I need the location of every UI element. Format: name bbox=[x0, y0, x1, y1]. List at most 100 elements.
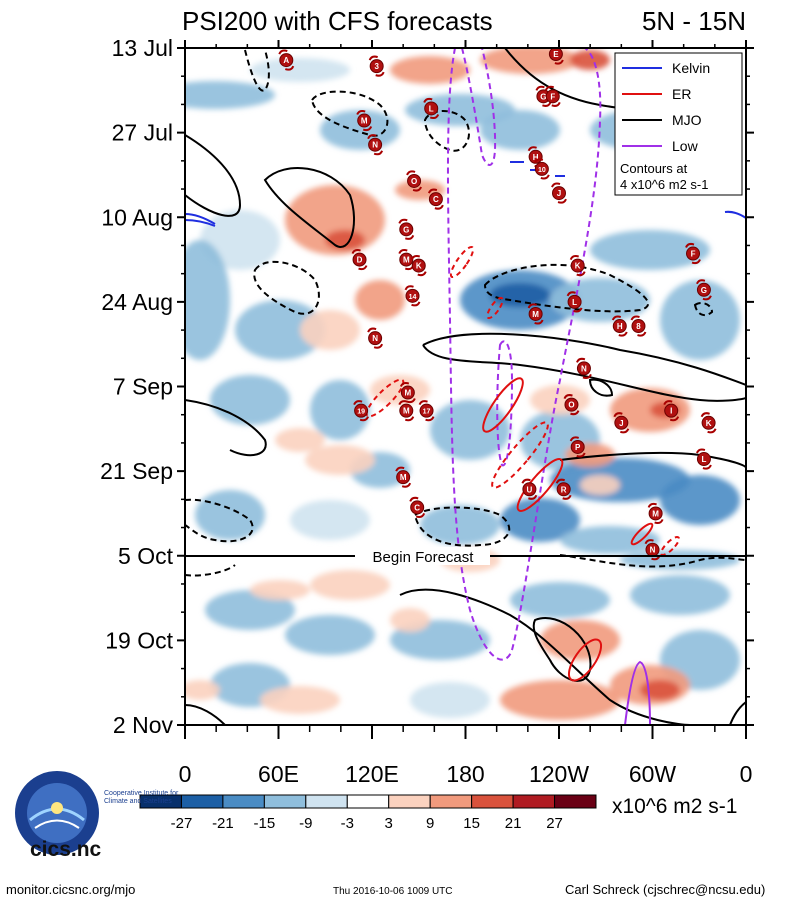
logo-text: cics.nc bbox=[30, 838, 102, 861]
colorbar-tick-label: 15 bbox=[463, 815, 480, 832]
colorbar-tick-label: -15 bbox=[254, 815, 276, 832]
storm-label: L bbox=[701, 455, 706, 464]
kelvin-contours bbox=[185, 161, 746, 227]
storm-marker: M bbox=[527, 303, 544, 325]
storm-marker: L bbox=[695, 448, 712, 470]
colorbar-tick-label: -3 bbox=[341, 815, 354, 832]
colorbar-tick-label: 27 bbox=[546, 815, 563, 832]
mjo-contours-positive bbox=[185, 48, 746, 725]
storm-label: K bbox=[416, 262, 422, 271]
storm-marker: R bbox=[555, 478, 572, 500]
storm-marker: C bbox=[409, 496, 426, 518]
storm-label: M bbox=[532, 310, 539, 319]
storm-marker: N bbox=[367, 327, 384, 349]
y-tick-label: 27 Jul bbox=[112, 120, 173, 146]
er-contours-positive bbox=[482, 377, 654, 682]
storm-label: 14 bbox=[409, 294, 417, 301]
y-tick-label: 19 Oct bbox=[105, 627, 173, 653]
storm-marker: N bbox=[367, 134, 384, 156]
storm-marker: U bbox=[521, 478, 538, 500]
storm-label: G bbox=[403, 225, 409, 234]
colorbar-swatch bbox=[346, 794, 390, 809]
legend: Kelvin ER MJO Low Contours at 4 x10^6 m2 s-… bbox=[614, 52, 743, 196]
footer-url[interactable]: monitor.cicsnc.org/mjo bbox=[6, 882, 136, 897]
x-tick-label: 0 bbox=[179, 761, 192, 787]
storm-label: C bbox=[414, 503, 420, 512]
storm-marker: O bbox=[563, 394, 580, 416]
storm-label: G bbox=[701, 286, 707, 295]
storm-label: L bbox=[572, 298, 577, 307]
colorbar-swatch bbox=[554, 794, 597, 809]
x-tick-label: 0 bbox=[740, 761, 753, 787]
storm-label: M bbox=[400, 473, 407, 482]
storm-label: F bbox=[550, 92, 555, 101]
storm-label: F bbox=[691, 250, 696, 259]
storm-marker: 14 bbox=[404, 285, 421, 307]
y-tick-label: 10 Aug bbox=[101, 204, 173, 230]
storm-label: N bbox=[372, 334, 378, 343]
x-tick-label: 120E bbox=[345, 761, 399, 787]
storm-label: U bbox=[527, 485, 533, 494]
contour-note-line2: 4 x10^6 m2 s-1 bbox=[620, 177, 708, 192]
colorbar-swatch bbox=[222, 794, 265, 809]
storm-label: P bbox=[575, 443, 581, 452]
storm-marker: 19 bbox=[353, 400, 370, 422]
legend-label-er: ER bbox=[672, 86, 691, 102]
storm-marker: 3 bbox=[368, 55, 385, 77]
forecast-label-bg bbox=[355, 547, 490, 565]
storm-label: A bbox=[283, 56, 289, 65]
storm-marker: P bbox=[569, 436, 586, 458]
storm-marker: K bbox=[569, 255, 586, 277]
storm-marker: I bbox=[663, 400, 680, 422]
storm-label: R bbox=[561, 485, 567, 494]
storm-marker: 8 bbox=[630, 315, 647, 337]
storm-marker: 17 bbox=[418, 400, 435, 422]
storm-label: C bbox=[433, 195, 439, 204]
logo-ring-text: Cooperative Institute for Climate and Sa… bbox=[104, 790, 179, 805]
axes: 13 Jul 27 Jul 10 Aug 24 Aug 7 Sep 21 Sep 5 Oct… bbox=[100, 35, 754, 787]
latitude-band: 5N - 15N bbox=[642, 6, 746, 36]
storm-marker: C bbox=[427, 188, 444, 210]
storm-label: I bbox=[670, 407, 672, 416]
x-tick-label: 60W bbox=[629, 761, 677, 787]
storm-label: M bbox=[403, 256, 410, 265]
storm-label: E bbox=[553, 50, 559, 59]
storm-marker: J bbox=[551, 182, 567, 204]
low-contours-solid bbox=[624, 660, 651, 725]
storm-label: J bbox=[619, 419, 623, 428]
legend-box bbox=[614, 52, 743, 196]
storm-marker: J bbox=[613, 412, 630, 434]
storm-marker: M bbox=[647, 502, 664, 524]
cics-logo-icon bbox=[15, 771, 99, 855]
storm-marker: F bbox=[544, 85, 561, 107]
storm-label: 3 bbox=[374, 62, 379, 71]
y-tick-label: 5 Oct bbox=[118, 543, 174, 569]
storm-marker: O bbox=[406, 170, 423, 192]
forecast-label: Begin Forecast bbox=[373, 549, 475, 566]
colorbar-tick-label: 3 bbox=[385, 815, 393, 832]
y-tick-label: 21 Sep bbox=[100, 458, 173, 484]
storm-label: M bbox=[403, 407, 410, 416]
y-tick-label: 13 Jul bbox=[112, 35, 173, 61]
colorbar-swatch bbox=[388, 794, 431, 809]
y-tick-label: 2 Nov bbox=[113, 712, 174, 738]
footer-author[interactable]: Carl Schreck (cjschrec@ncsu.edu) bbox=[565, 882, 766, 897]
x-tick-label: 120W bbox=[529, 761, 589, 787]
chart-title: PSI200 with CFS forecasts bbox=[182, 6, 493, 36]
storm-label: G bbox=[540, 92, 546, 101]
wave-contours bbox=[185, 48, 746, 725]
storm-label: N bbox=[650, 546, 656, 555]
storm-label: J bbox=[557, 189, 561, 198]
colorbar-tick-label: -27 bbox=[171, 815, 193, 832]
legend-label-low: Low bbox=[672, 138, 699, 154]
storm-label: N bbox=[581, 364, 587, 373]
storm-marker: K bbox=[410, 255, 427, 277]
storm-marker: K bbox=[700, 412, 717, 434]
storm-marker: F bbox=[685, 242, 701, 265]
low-contours bbox=[446, 48, 602, 661]
footer-timestamp: Thu 2016-10-06 1009 UTC bbox=[333, 886, 453, 897]
er-contours-negative bbox=[365, 245, 680, 556]
storm-marker: M bbox=[395, 466, 412, 488]
